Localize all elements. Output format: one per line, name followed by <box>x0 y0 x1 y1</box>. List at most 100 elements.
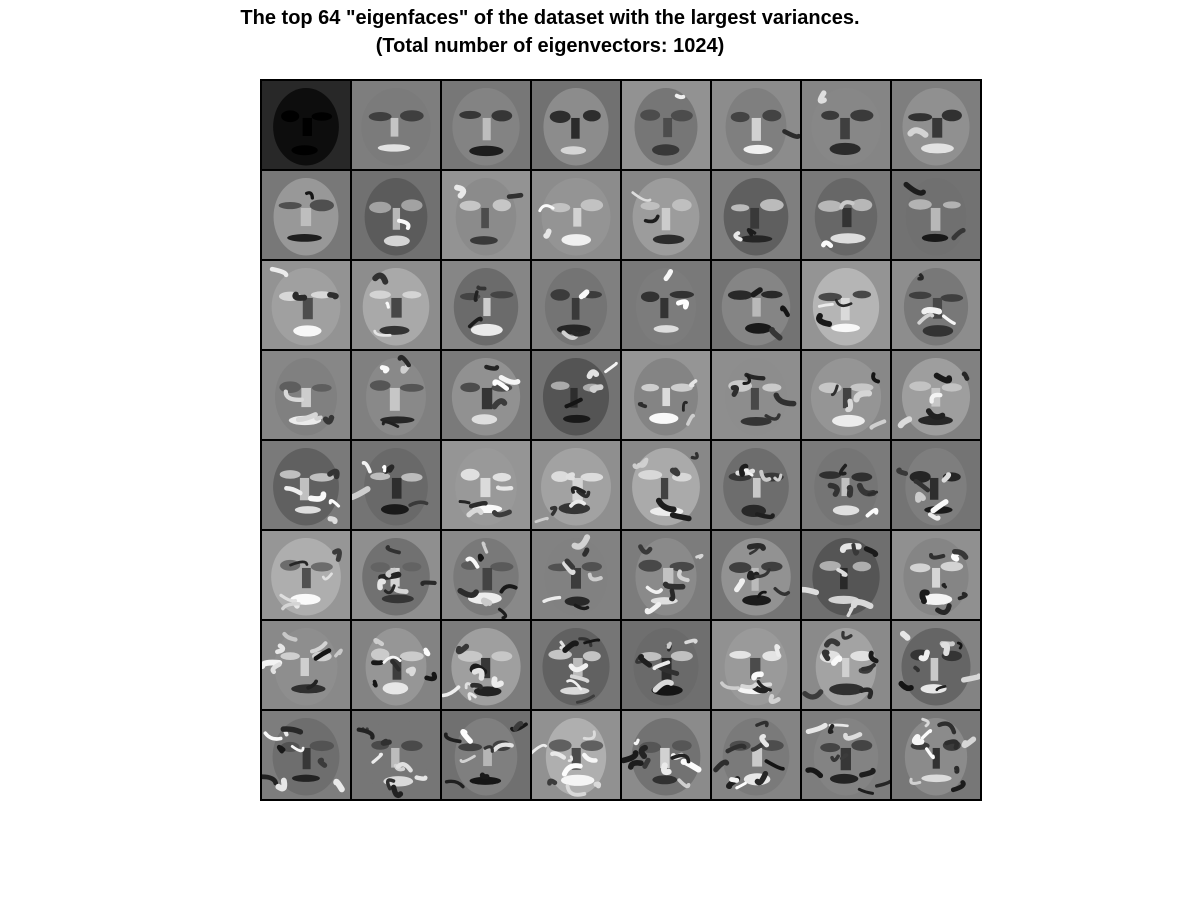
eigenface-image <box>262 531 350 619</box>
eigenface-tile <box>622 81 710 169</box>
eigenface-tile <box>712 261 800 349</box>
eigenface-tile <box>442 711 530 799</box>
eigenface-tile <box>712 351 800 439</box>
eigenface-image <box>532 261 620 349</box>
eigenface-image <box>712 711 800 799</box>
eigenface-image <box>442 261 530 349</box>
eigenface-tile <box>262 81 350 169</box>
eigenface-image <box>352 441 440 529</box>
eigenface-tile <box>262 441 350 529</box>
eigenface-image <box>802 531 890 619</box>
eigenface-tile <box>892 171 980 259</box>
eigenface-tile <box>442 171 530 259</box>
eigenface-tile <box>802 81 890 169</box>
eigenface-tile <box>802 261 890 349</box>
eigenface-image <box>892 621 980 709</box>
eigenface-image <box>442 711 530 799</box>
eigenface-image <box>532 441 620 529</box>
eigenface-tile <box>532 81 620 169</box>
eigenface-image <box>262 171 350 259</box>
eigenface-tile <box>622 351 710 439</box>
eigenface-tile <box>892 621 980 709</box>
eigenface-tile <box>712 711 800 799</box>
eigenface-grid <box>260 79 982 801</box>
eigenface-tile <box>532 531 620 619</box>
eigenface-tile <box>622 441 710 529</box>
eigenface-tile <box>802 621 890 709</box>
eigenface-image <box>802 171 890 259</box>
eigenface-tile <box>712 171 800 259</box>
eigenface-image <box>532 621 620 709</box>
eigenface-tile <box>442 261 530 349</box>
eigenface-image <box>622 711 710 799</box>
eigenface-tile <box>442 531 530 619</box>
figure-title: The top 64 "eigenfaces" of the dataset w… <box>0 4 1100 60</box>
eigenface-image <box>442 81 530 169</box>
eigenface-image <box>442 621 530 709</box>
eigenface-image <box>802 261 890 349</box>
eigenface-tile <box>442 621 530 709</box>
eigenface-image <box>262 351 350 439</box>
eigenface-tile <box>442 81 530 169</box>
eigenface-tile <box>262 351 350 439</box>
eigenface-tile <box>622 261 710 349</box>
eigenface-tile <box>892 531 980 619</box>
eigenface-tile <box>622 621 710 709</box>
eigenface-tile <box>892 81 980 169</box>
eigenface-image <box>352 351 440 439</box>
eigenface-tile <box>262 621 350 709</box>
eigenface-image <box>532 171 620 259</box>
eigenface-tile <box>352 261 440 349</box>
eigenface-image <box>622 441 710 529</box>
eigenface-image <box>442 531 530 619</box>
eigenface-image <box>352 81 440 169</box>
eigenface-image <box>712 531 800 619</box>
eigenface-tile <box>712 81 800 169</box>
eigenface-tile <box>892 261 980 349</box>
eigenface-image <box>622 531 710 619</box>
eigenface-tile <box>802 531 890 619</box>
eigenface-image <box>892 531 980 619</box>
eigenface-tile <box>802 441 890 529</box>
eigenface-tile <box>892 441 980 529</box>
eigenface-tile <box>712 621 800 709</box>
eigenface-image <box>892 441 980 529</box>
eigenface-tile <box>622 531 710 619</box>
eigenface-tile <box>352 351 440 439</box>
eigenface-tile <box>442 351 530 439</box>
eigenface-image <box>892 351 980 439</box>
eigenface-image <box>442 441 530 529</box>
eigenface-tile <box>802 171 890 259</box>
eigenface-image <box>352 261 440 349</box>
eigenface-image <box>352 711 440 799</box>
eigenface-tile <box>622 171 710 259</box>
eigenface-image <box>352 171 440 259</box>
eigenface-image <box>712 81 800 169</box>
eigenface-image <box>712 171 800 259</box>
eigenface-tile <box>262 711 350 799</box>
eigenface-image <box>622 171 710 259</box>
eigenface-image <box>802 351 890 439</box>
eigenface-tile <box>532 711 620 799</box>
eigenface-tile <box>532 621 620 709</box>
eigenface-image <box>442 171 530 259</box>
eigenface-image <box>622 351 710 439</box>
eigenface-tile <box>892 351 980 439</box>
eigenface-image <box>532 711 620 799</box>
eigenface-image <box>622 261 710 349</box>
eigenface-tile <box>712 531 800 619</box>
eigenface-image <box>712 351 800 439</box>
eigenface-image <box>802 711 890 799</box>
eigenface-tile <box>442 441 530 529</box>
eigenface-image <box>622 81 710 169</box>
eigenface-tile <box>712 441 800 529</box>
eigenface-image <box>262 441 350 529</box>
eigenface-tile <box>352 621 440 709</box>
eigenface-tile <box>532 441 620 529</box>
eigenface-image <box>892 81 980 169</box>
eigenface-image <box>802 441 890 529</box>
eigenface-image <box>262 81 350 169</box>
eigenface-tile <box>352 711 440 799</box>
eigenface-image <box>532 351 620 439</box>
eigenface-image <box>712 621 800 709</box>
